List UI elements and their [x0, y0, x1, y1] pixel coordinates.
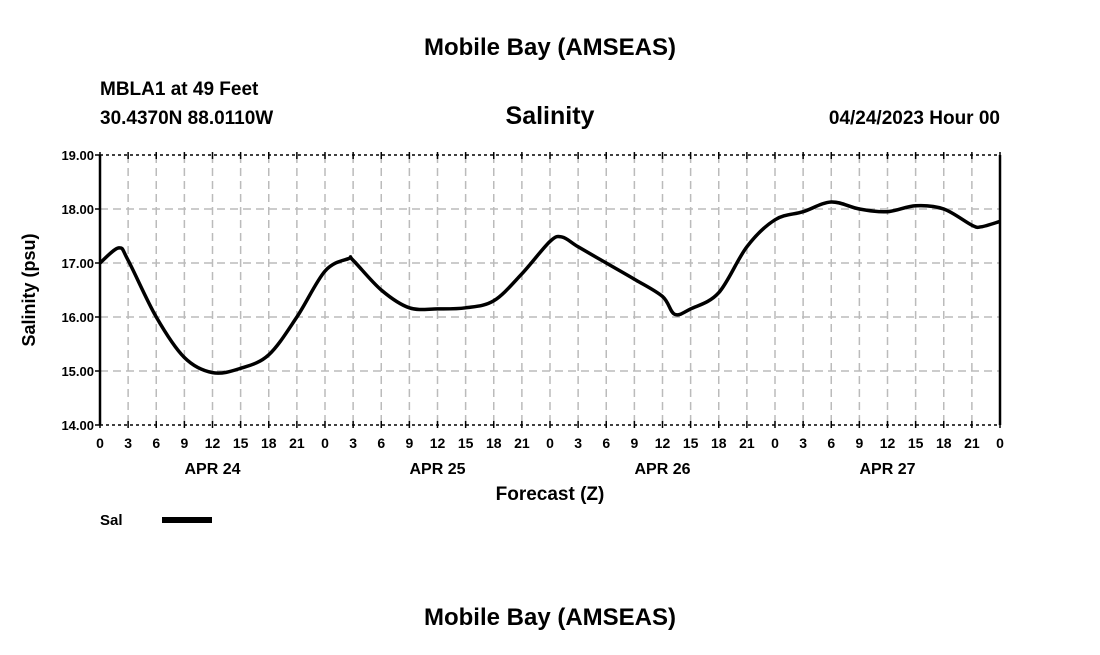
grid: [100, 155, 1000, 425]
forecast-datetime: 04/24/2023 Hour 00: [829, 108, 1000, 129]
x-tick-label: 6: [377, 435, 385, 451]
day-label: APR 27: [859, 461, 915, 478]
x-tick-label: 21: [964, 435, 980, 451]
day-label: APR 25: [409, 461, 465, 478]
x-tick-label: 18: [486, 435, 502, 451]
x-tick-label: 6: [602, 435, 610, 451]
x-axis-label: Forecast (Z): [496, 484, 605, 505]
x-tick-label: 0: [321, 435, 329, 451]
x-tick-label: 3: [124, 435, 132, 451]
day-label: APR 24: [184, 461, 240, 478]
x-tick-label: 18: [261, 435, 277, 451]
x-tick-label: 9: [180, 435, 188, 451]
x-tick-label: 15: [908, 435, 924, 451]
x-tick-label: 0: [546, 435, 554, 451]
legend: Sal: [100, 512, 212, 529]
day-label: APR 26: [634, 461, 690, 478]
x-tick-label: 9: [855, 435, 863, 451]
legend-swatch-sal: [162, 517, 212, 523]
x-tick-label: 21: [289, 435, 305, 451]
series-line-sal: [98, 200, 1001, 375]
x-tick-label: 9: [630, 435, 638, 451]
x-tick-label: 3: [799, 435, 807, 451]
x-tick-label: 18: [936, 435, 952, 451]
chart-header-title: Mobile Bay (AMSEAS): [424, 34, 676, 61]
axes: 14.00 15.00 16.00 17.00 18.00 19.00 0 3 6 9 12 15 18…: [61, 148, 1004, 478]
x-tick-label: 18: [711, 435, 727, 451]
y-tick-label: 17.00: [61, 256, 94, 271]
x-tick-label: 9: [405, 435, 413, 451]
station-label: MBLA1 at 49 Feet: [100, 79, 259, 100]
x-tick-label: 6: [152, 435, 160, 451]
x-tick-label: 15: [233, 435, 249, 451]
chart-title: Salinity: [506, 102, 595, 130]
y-tick-label: 15.00: [61, 364, 94, 379]
y-tick-label: 18.00: [61, 202, 94, 217]
station-coords: 30.4370N 88.0110W: [100, 108, 273, 129]
y-tick-label: 19.00: [61, 148, 94, 163]
x-tick-label: 0: [771, 435, 779, 451]
x-tick-label: 0: [96, 435, 104, 451]
legend-label-sal: Sal: [100, 512, 123, 529]
x-tick-label: 0: [996, 435, 1004, 451]
x-tick-label: 3: [574, 435, 582, 451]
chart-footer-title: Mobile Bay (AMSEAS): [424, 604, 676, 631]
x-tick-label: 21: [739, 435, 755, 451]
x-tick-label: 15: [683, 435, 699, 451]
x-tick-label: 12: [205, 435, 221, 451]
x-tick-label: 12: [880, 435, 896, 451]
x-tick-label: 12: [430, 435, 446, 451]
x-tick-label: 12: [655, 435, 671, 451]
y-tick-label: 16.00: [61, 310, 94, 325]
y-tick-label: 14.00: [61, 418, 94, 433]
x-tick-label: 15: [458, 435, 474, 451]
x-tick-label: 3: [349, 435, 357, 451]
x-tick-label: 21: [514, 435, 530, 451]
y-axis-label: Salinity (psu): [19, 233, 39, 346]
x-tick-label: 6: [827, 435, 835, 451]
